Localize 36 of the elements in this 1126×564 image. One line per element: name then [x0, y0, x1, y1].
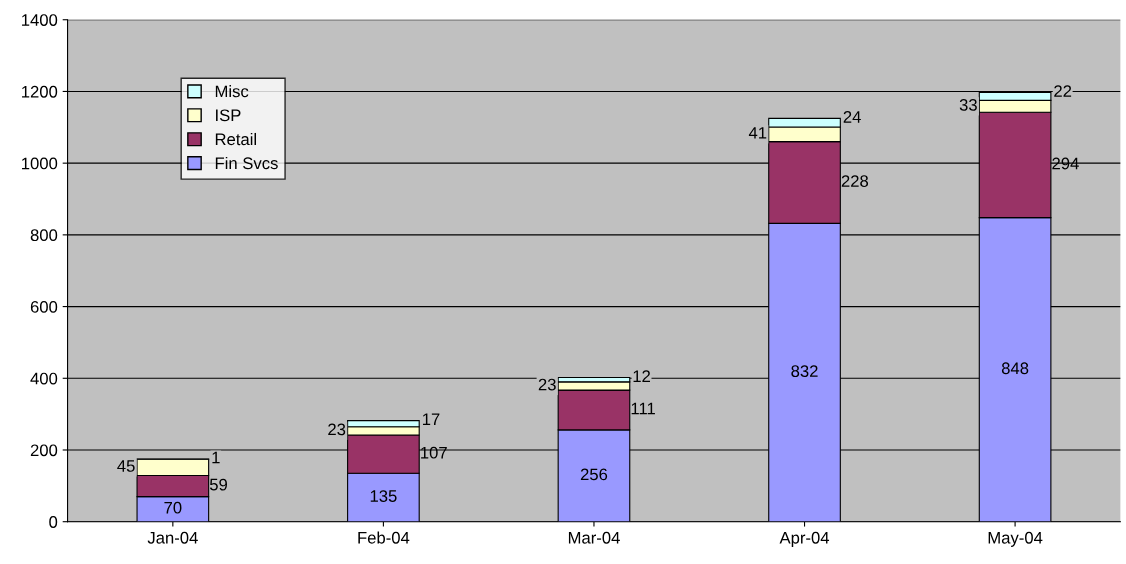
legend-label: Misc — [215, 85, 249, 98]
y-tick-label: 400 — [30, 372, 58, 385]
data-label: 33 — [959, 99, 977, 111]
legend-label: Retail — [215, 132, 256, 146]
data-label: 23 — [328, 423, 346, 436]
y-tick-label: 0 — [49, 516, 58, 528]
legend-label: ISP — [216, 109, 241, 122]
data-label: 24 — [843, 111, 861, 123]
data-label: 848 — [1001, 362, 1029, 375]
data-label: 70 — [164, 501, 182, 514]
data-label: 107 — [421, 446, 447, 459]
data-label: 228 — [841, 175, 869, 187]
data-label: 256 — [580, 468, 608, 481]
data-label: 135 — [370, 490, 397, 502]
data-label: 23 — [538, 378, 556, 391]
x-tick-label: Jan-04 — [147, 531, 198, 544]
data-label: 832 — [791, 365, 818, 378]
y-tick-label: 1200 — [22, 85, 58, 98]
y-tick-label: 1400 — [22, 14, 58, 26]
data-label: 12 — [633, 370, 650, 382]
x-tick-label: Apr-04 — [779, 531, 830, 547]
data-label: 22 — [1054, 85, 1072, 97]
y-tick-label: 800 — [30, 229, 58, 242]
x-tick-label: Feb-04 — [358, 531, 410, 544]
data-label: 111 — [631, 402, 655, 415]
data-label: 41 — [748, 127, 767, 139]
data-label: 45 — [117, 460, 135, 472]
legend-label: Fin Svcs — [215, 156, 278, 170]
data-label: 17 — [423, 413, 440, 425]
data-label: 59 — [209, 478, 228, 491]
y-tick-label: 1000 — [22, 157, 58, 170]
x-tick-label: Mar-04 — [568, 531, 620, 544]
y-tick-label: 600 — [30, 300, 58, 313]
data-label: 1 — [212, 451, 220, 464]
x-tick-label: May-04 — [988, 531, 1043, 547]
y-tick-label: 200 — [30, 444, 58, 457]
